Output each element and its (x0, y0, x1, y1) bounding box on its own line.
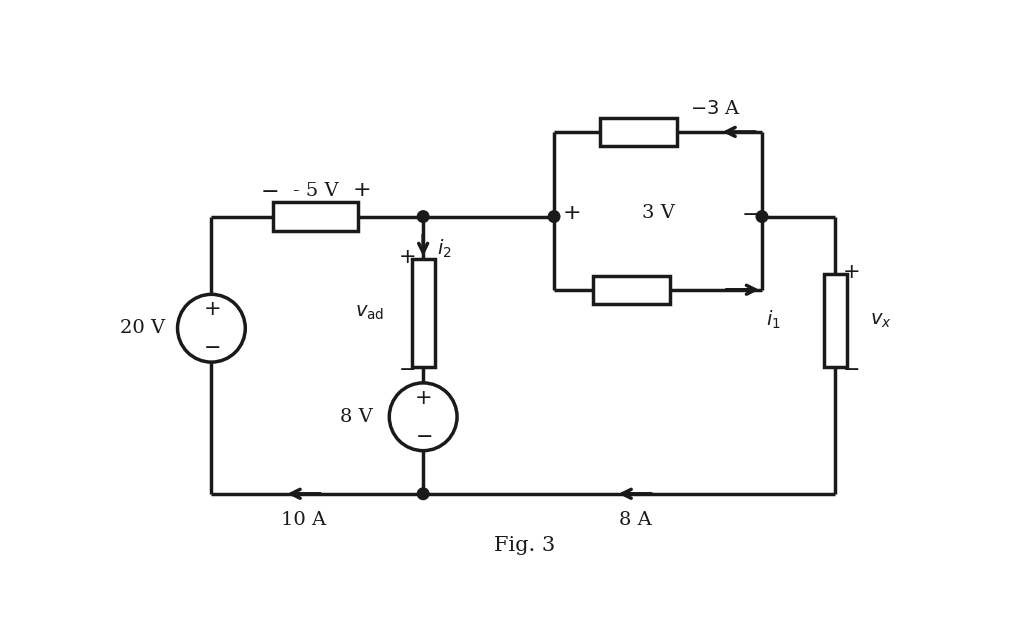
Text: $+$: $+$ (842, 263, 859, 282)
Circle shape (756, 211, 768, 222)
Bar (273, 202, 357, 231)
Text: 8 A: 8 A (618, 511, 651, 529)
Text: $v_x$: $v_x$ (869, 311, 892, 330)
Text: - 5 V: - 5 V (293, 182, 338, 199)
Text: 10 A: 10 A (282, 511, 327, 529)
Text: $-$: $-$ (203, 337, 220, 356)
Bar (593, 276, 670, 304)
Bar (823, 275, 847, 367)
Text: 3 V: 3 V (642, 204, 675, 222)
Bar (600, 118, 677, 146)
Text: 20 V: 20 V (120, 319, 165, 337)
Text: $+$: $+$ (415, 389, 432, 408)
Text: $-3$ A: $-3$ A (690, 100, 741, 118)
Text: $-$: $-$ (397, 359, 415, 378)
Circle shape (389, 383, 457, 450)
Text: $v_{\mathrm{ad}}$: $v_{\mathrm{ad}}$ (355, 304, 385, 322)
Text: 8 V: 8 V (340, 408, 373, 426)
Text: $i_2$: $i_2$ (437, 238, 452, 260)
Text: Fig. 3: Fig. 3 (495, 536, 555, 555)
Circle shape (177, 294, 246, 362)
Bar (412, 259, 435, 367)
Text: $+$: $+$ (397, 248, 415, 267)
Text: $+$: $+$ (352, 179, 371, 201)
Text: $i_1$: $i_1$ (766, 308, 780, 331)
Text: $-$: $-$ (415, 426, 432, 445)
Text: $+$: $+$ (203, 300, 220, 319)
Circle shape (418, 488, 429, 499)
Circle shape (418, 211, 429, 222)
Text: $-$: $-$ (842, 359, 859, 378)
Text: $-$: $-$ (260, 179, 279, 201)
Circle shape (548, 211, 560, 222)
Text: $-$: $-$ (741, 203, 760, 224)
Text: $+$: $+$ (562, 203, 581, 224)
